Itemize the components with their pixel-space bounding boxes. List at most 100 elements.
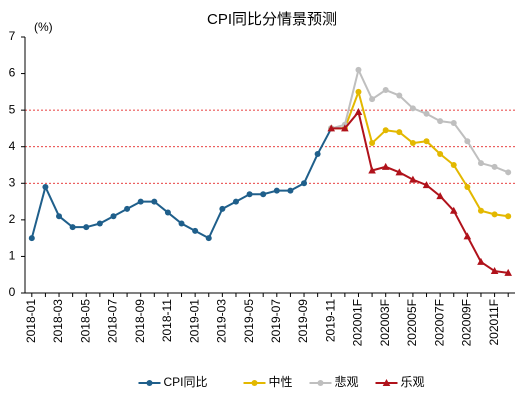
data-point <box>464 138 471 145</box>
x-tick-label: 202011F <box>487 299 501 345</box>
legend-marker <box>146 380 153 386</box>
x-tick-label: 2018-03 <box>51 299 65 343</box>
data-point <box>395 168 404 176</box>
data-point <box>232 198 239 205</box>
legend-label: CPI同比 <box>164 375 208 389</box>
data-point <box>355 88 362 95</box>
data-point <box>450 162 457 168</box>
data-point <box>124 205 131 212</box>
data-point <box>287 187 294 194</box>
data-point <box>273 187 280 194</box>
x-tick-label: 2018-07 <box>106 299 120 343</box>
legend-marker <box>251 380 258 386</box>
data-point <box>437 151 444 158</box>
data-point <box>246 191 253 198</box>
y-tick-label: 7 <box>9 29 16 43</box>
data-point <box>301 180 308 187</box>
y-tick-label: 6 <box>9 66 16 80</box>
data-point <box>164 209 171 216</box>
data-point <box>205 235 212 242</box>
legend-marker <box>317 380 324 386</box>
legend-label: 乐观 <box>401 375 425 389</box>
legend-marker <box>382 379 391 386</box>
data-point <box>464 183 471 190</box>
x-tick-label: 202007F <box>432 299 446 346</box>
data-point <box>369 96 376 103</box>
data-point <box>192 227 199 234</box>
data-point <box>381 162 390 170</box>
series-line <box>330 66 509 174</box>
data-point <box>382 127 389 134</box>
data-point <box>409 175 417 183</box>
data-point <box>56 213 63 220</box>
legend-label: 悲观 <box>335 374 359 389</box>
x-tick-label: 202001F <box>351 299 365 346</box>
x-tick-label: 2019-11 <box>323 299 337 342</box>
data-point <box>96 220 103 227</box>
data-point <box>354 107 363 115</box>
x-tick-label: 2019-07 <box>269 299 283 343</box>
data-point <box>151 198 158 205</box>
data-point <box>396 92 403 99</box>
data-point <box>409 140 416 147</box>
legend-label: 中性 <box>269 374 293 389</box>
data-point <box>110 213 117 220</box>
data-point <box>369 140 376 147</box>
data-point <box>327 124 336 132</box>
chart-title: CPI同比分情景预测 <box>207 11 337 28</box>
x-tick-label: 2018-11 <box>160 299 174 342</box>
x-tick-label: 2018-01 <box>24 299 38 343</box>
data-point <box>355 66 362 73</box>
x-tick-label: 202003F <box>378 299 392 346</box>
data-point <box>178 220 185 227</box>
series-line <box>331 88 509 218</box>
data-point <box>83 224 90 231</box>
x-tick-label: 2019-03 <box>215 299 229 343</box>
data-point <box>409 105 416 112</box>
data-point <box>341 124 349 132</box>
x-tick-label: 2018-09 <box>133 299 147 343</box>
data-point <box>368 166 376 174</box>
data-point <box>422 181 431 189</box>
data-point <box>477 160 484 167</box>
y-tick-label: 1 <box>9 249 16 263</box>
data-point <box>450 119 457 126</box>
data-point <box>69 224 76 231</box>
data-point <box>137 198 144 205</box>
data-point <box>477 207 484 214</box>
data-point <box>463 232 472 240</box>
x-tick-label: 2019-09 <box>296 299 310 343</box>
y-tick-label: 2 <box>9 212 16 226</box>
y-tick-label: 0 <box>9 285 16 299</box>
data-point <box>436 192 444 200</box>
data-point <box>437 118 444 125</box>
data-point <box>314 151 321 158</box>
data-point <box>504 268 512 276</box>
series-line <box>331 109 509 274</box>
data-point <box>490 267 499 275</box>
data-point <box>505 213 512 220</box>
y-tick-label: 3 <box>9 175 16 189</box>
x-tick-label: 2019-01 <box>187 299 201 343</box>
data-point <box>219 205 226 212</box>
y-tick-label: 4 <box>9 139 16 153</box>
data-point <box>477 257 485 265</box>
x-tick-label: 202005F <box>405 299 419 346</box>
x-tick-label: 2019-05 <box>242 299 256 343</box>
data-point <box>449 206 458 214</box>
data-point <box>423 138 430 145</box>
data-point <box>28 235 35 242</box>
data-point <box>42 183 49 190</box>
data-point <box>491 211 498 218</box>
y-tick-label: 5 <box>9 102 16 116</box>
x-tick-label: 202009F <box>460 299 474 346</box>
y-axis-label: (%) <box>34 20 53 34</box>
data-point <box>260 191 267 198</box>
x-tick-label: 2018-05 <box>78 299 92 343</box>
data-point <box>423 110 430 117</box>
data-point <box>396 129 403 136</box>
data-point <box>491 163 498 170</box>
data-point <box>505 169 512 176</box>
data-point <box>382 87 389 94</box>
